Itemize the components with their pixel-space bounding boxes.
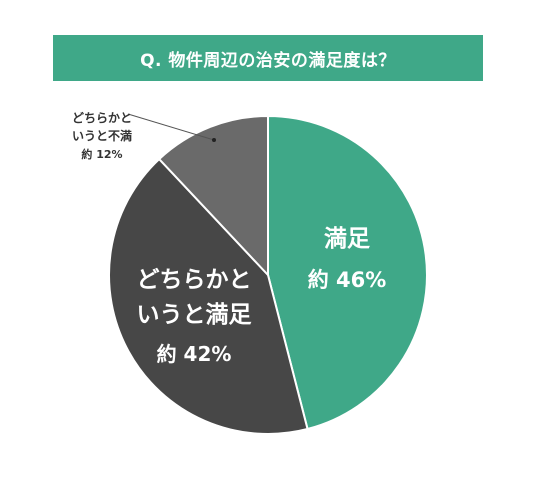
slice-satisfied bbox=[267, 114, 428, 431]
slice-value-somewhat-satisfied: 約 42% bbox=[157, 342, 232, 366]
slice-label-somewhat-satisfied-line2: いうと満足 bbox=[137, 302, 252, 328]
slice-label-satisfied: 満足 bbox=[324, 226, 370, 252]
slice-value-satisfied: 約 46% bbox=[308, 268, 387, 292]
leader-line bbox=[127, 113, 215, 141]
leader-dot bbox=[212, 138, 216, 142]
slice-label-somewhat-satisfied-line1: どちらかと bbox=[137, 267, 252, 293]
slice-label-somewhat-dissatisfied-line1: どちらかと bbox=[72, 111, 132, 125]
pie-slices bbox=[108, 114, 428, 435]
slice-somewhat-dissatisfied bbox=[157, 114, 269, 278]
chart-title: Q. 物件周辺の治安の満足度は？ bbox=[140, 50, 396, 71]
slice-label-somewhat-dissatisfied-line2: いうと不満 bbox=[72, 128, 132, 143]
slice-value-somewhat-dissatisfied: 約 12% bbox=[81, 147, 122, 161]
title-banner: Q. 物件周辺の治安の満足度は？ bbox=[53, 35, 483, 81]
slice-somewhat-satisfied bbox=[108, 157, 309, 435]
